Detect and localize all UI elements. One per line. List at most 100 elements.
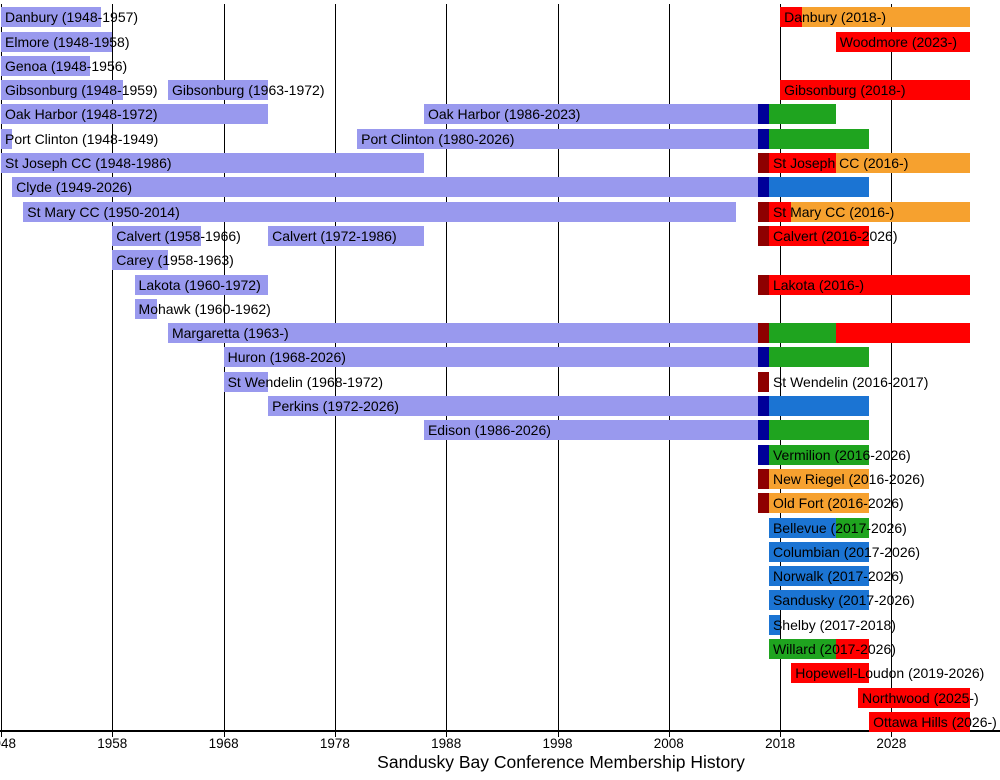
row-northwood: Northwood (2025-) — [0, 687, 1000, 708]
axis-tick-label-1978: 1978 — [319, 736, 350, 751]
bar-segment-red — [768, 274, 970, 295]
row-st-wendelin: St Wendelin (1968-1972) St Wendelin (2016… — [0, 371, 1000, 392]
row-danbury: Danbury (1948-1957) Danbury (2018-) — [0, 7, 1000, 28]
axis-tick-label-1958: 1958 — [97, 736, 128, 751]
axis-tick-label-2008: 2008 — [653, 736, 684, 751]
bar-segment-original — [112, 250, 168, 271]
bar-label: Gibsonburg (1963-1972) — [171, 82, 325, 99]
bar-segment-maroon — [757, 323, 769, 344]
bar-label: Ottawa Hills (2026-) — [873, 713, 997, 730]
bar-label: Genoa (1948-1956) — [5, 57, 128, 74]
bar-segment-red — [869, 711, 970, 732]
axis-tick-2028 — [891, 732, 893, 737]
bar-segment-original — [1, 80, 124, 101]
bar-segment-red — [768, 225, 870, 246]
row-sandusky: Sandusky (2017-2026) — [0, 590, 1000, 611]
bar-segment-green — [768, 420, 870, 441]
bar-segment-original — [1, 55, 91, 76]
bar-segment-blue — [768, 566, 870, 587]
bar-segment-maroon — [757, 493, 769, 514]
bar-label: Shelby (2017-2018) — [772, 616, 896, 633]
bar-label: Mohawk (1960-1962) — [138, 300, 271, 317]
bar-label: Calvert (2016-2026) — [772, 227, 898, 244]
bar-segment-blue — [768, 614, 781, 635]
bar-segment-navy — [757, 347, 769, 368]
axis-tick-label-1988: 1988 — [431, 736, 462, 751]
bar-label: Port Clinton (1948-1949) — [5, 130, 159, 147]
row-oak-harbor: Oak Harbor (1948-1972) Oak Harbor (1986-2… — [0, 104, 1000, 125]
bar-label: St Mary CC (2016-) — [772, 203, 895, 220]
bar-segment-original — [167, 323, 758, 344]
gridline-1948 — [1, 4, 2, 731]
bar-segment-navy — [757, 396, 769, 416]
bar-segment-orange — [802, 7, 970, 28]
bar-label: St Wendelin (1968-1972) — [227, 373, 383, 390]
bar-segment-navy — [757, 177, 769, 198]
bar-label: Northwood (2025-) — [862, 689, 979, 706]
axis-tick-2008 — [668, 732, 670, 737]
row-clyde: Clyde (1949-2026) — [0, 177, 1000, 198]
gridline-1958 — [112, 4, 114, 731]
bar-segment-green — [768, 128, 870, 149]
row-edison: Edison (1986-2026) — [0, 420, 1000, 441]
row-columbian: Columbian (2017-2026) — [0, 541, 1000, 562]
bar-label: Calvert (1972-1986) — [272, 227, 397, 244]
bar-segment-navy — [757, 444, 769, 465]
bar-label: Margaretta (1963-) — [171, 325, 289, 342]
bar-segment-original — [268, 396, 758, 416]
bar-label: Carey (1958-1963) — [116, 252, 234, 269]
bar-label: Gibsonburg (2018-) — [784, 82, 906, 99]
bar-segment-red — [858, 687, 970, 708]
row-gibsonburg: Gibsonburg (1948-1959) Gibsonburg (1963-1… — [0, 80, 1000, 101]
row-huron: Huron (1968-2026) — [0, 347, 1000, 368]
bar-label: Perkins (1972-2026) — [272, 398, 399, 414]
bar-segment-maroon — [757, 371, 769, 392]
axis-tick-1948 — [1, 732, 2, 737]
bar-label: Woodmore (2023-) — [839, 33, 957, 50]
bar-segment-original — [1, 128, 13, 149]
bar-segment-green — [835, 517, 870, 538]
bar-label: Lakota (2016-) — [772, 276, 865, 293]
gridline-1998 — [557, 4, 559, 731]
bar-label: Calvert (1958-1966) — [116, 227, 241, 244]
row-margaretta: Margaretta (1963-) — [0, 323, 1000, 344]
bar-label: Columbian (2017-2026) — [772, 543, 921, 560]
bar-segment-navy — [757, 104, 769, 125]
bar-segment-maroon — [757, 201, 769, 222]
bar-segment-original — [134, 274, 269, 295]
bar-segment-blue — [768, 541, 870, 562]
axis-tick-label-2028: 2028 — [876, 736, 907, 751]
axis-tick-label-1998: 1998 — [542, 736, 573, 751]
axis-tick-1978 — [334, 732, 336, 737]
bar-segment-red — [780, 7, 803, 28]
bar-label: St Joseph CC (2016-) — [772, 155, 909, 171]
row-old-fort: Old Fort (2016-2026) — [0, 493, 1000, 514]
bar-segment-green — [768, 104, 836, 125]
bar-label: Lakota (1960-1972) — [138, 276, 261, 293]
row-mohawk: Mohawk (1960-1962) — [0, 298, 1000, 319]
row-bellevue: Bellevue (2017-2026) — [0, 517, 1000, 538]
bar-label: St Joseph CC (1948-1986) — [5, 155, 172, 171]
bar-label: Oak Harbor (1986-2023) — [427, 106, 581, 123]
bar-segment-original — [223, 371, 269, 392]
axis-tick-label-2018: 2018 — [765, 736, 796, 751]
axis-tick-label-1968: 1968 — [208, 736, 239, 751]
row-shelby: Shelby (2017-2018) — [0, 614, 1000, 635]
axis-tick-2018 — [780, 732, 782, 737]
bar-segment-maroon — [757, 274, 769, 295]
bar-segment-green — [768, 444, 870, 465]
row-elmore-woodmore: Elmore (1948-1958) Woodmore (2023-) — [0, 31, 1000, 52]
bar-segment-maroon — [757, 225, 769, 246]
bar-label: New Riegel (2016-2026) — [772, 470, 925, 487]
bar-segment-maroon — [757, 468, 769, 489]
bar-label: Old Fort (2016-2026) — [772, 495, 904, 512]
bar-label: Port Clinton (1980-2026) — [361, 130, 515, 147]
row-carey: Carey (1958-1963) — [0, 250, 1000, 271]
row-calvert: Calvert (1958-1966) Calvert (1972-1986) Ca… — [0, 225, 1000, 246]
bar-segment-green — [768, 639, 836, 659]
bar-segment-original — [1, 153, 424, 173]
bar-segment-red — [768, 153, 836, 173]
bar-segment-orange — [768, 468, 870, 489]
bar-label: Oak Harbor (1948-1972) — [5, 106, 158, 123]
